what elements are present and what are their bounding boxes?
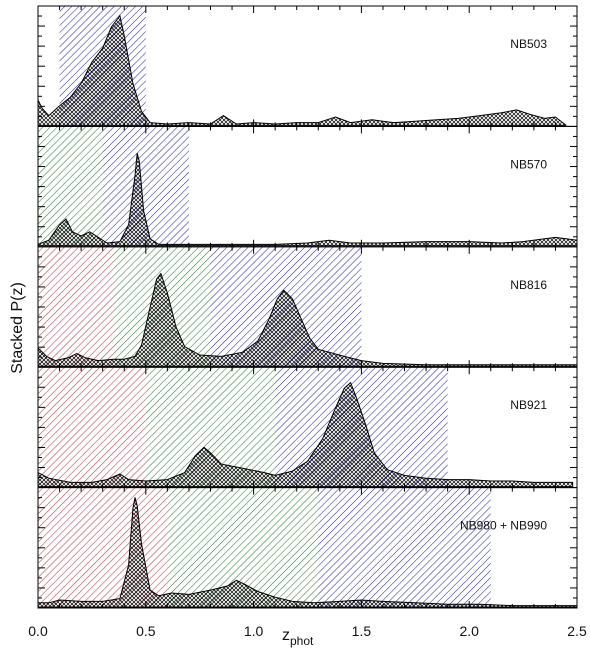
panel-label: NB921 [510,398,547,412]
x-tick-label: 0.5 [136,623,156,639]
x-axis-title: zphot [282,627,314,648]
x-tick-label: 1.5 [352,623,372,639]
band-red [38,246,114,368]
panel-label: NB816 [510,278,547,292]
pz-curve [38,272,577,367]
panel-plot-area [38,126,577,247]
panel-label: NB980 + NB990 [460,519,547,533]
y-axis-title: Stacked P(z) [9,282,26,374]
panel-1: NB570 [37,125,578,248]
panel-label: NB503 [510,37,547,51]
x-tick-label: 0.0 [28,623,48,639]
x-axis: 0.0 0.5 1.0 1.5 2.0 2.5 [28,623,587,639]
panel-label: NB570 [510,157,547,171]
x-axis-title-main: z [282,627,290,644]
x-axis-title-sub: phot [290,634,314,648]
band-red [38,367,146,488]
panel-plot-area [38,487,577,608]
x-tick-label: 2.5 [567,623,587,639]
pz-curve [38,152,577,247]
x-tick-label: 2.0 [459,623,479,639]
band-blue [318,487,491,608]
panel-2: NB816 [37,246,578,368]
pz-curve [38,381,574,488]
panel-plot-area [38,246,577,368]
pz-curve [38,497,577,608]
x-tick-label: 1.0 [244,623,264,639]
panel-4: NB980 + NB990 [37,487,578,609]
panel-plot-area [38,367,574,488]
panel-0: NB503 [37,5,578,127]
panel-3: NB921 [37,366,578,489]
panels-group: NB503 NB570 NB816 NB921 NB980 + NB990 [37,5,578,609]
panel-plot-area [38,6,567,127]
pz-curve [38,14,567,126]
